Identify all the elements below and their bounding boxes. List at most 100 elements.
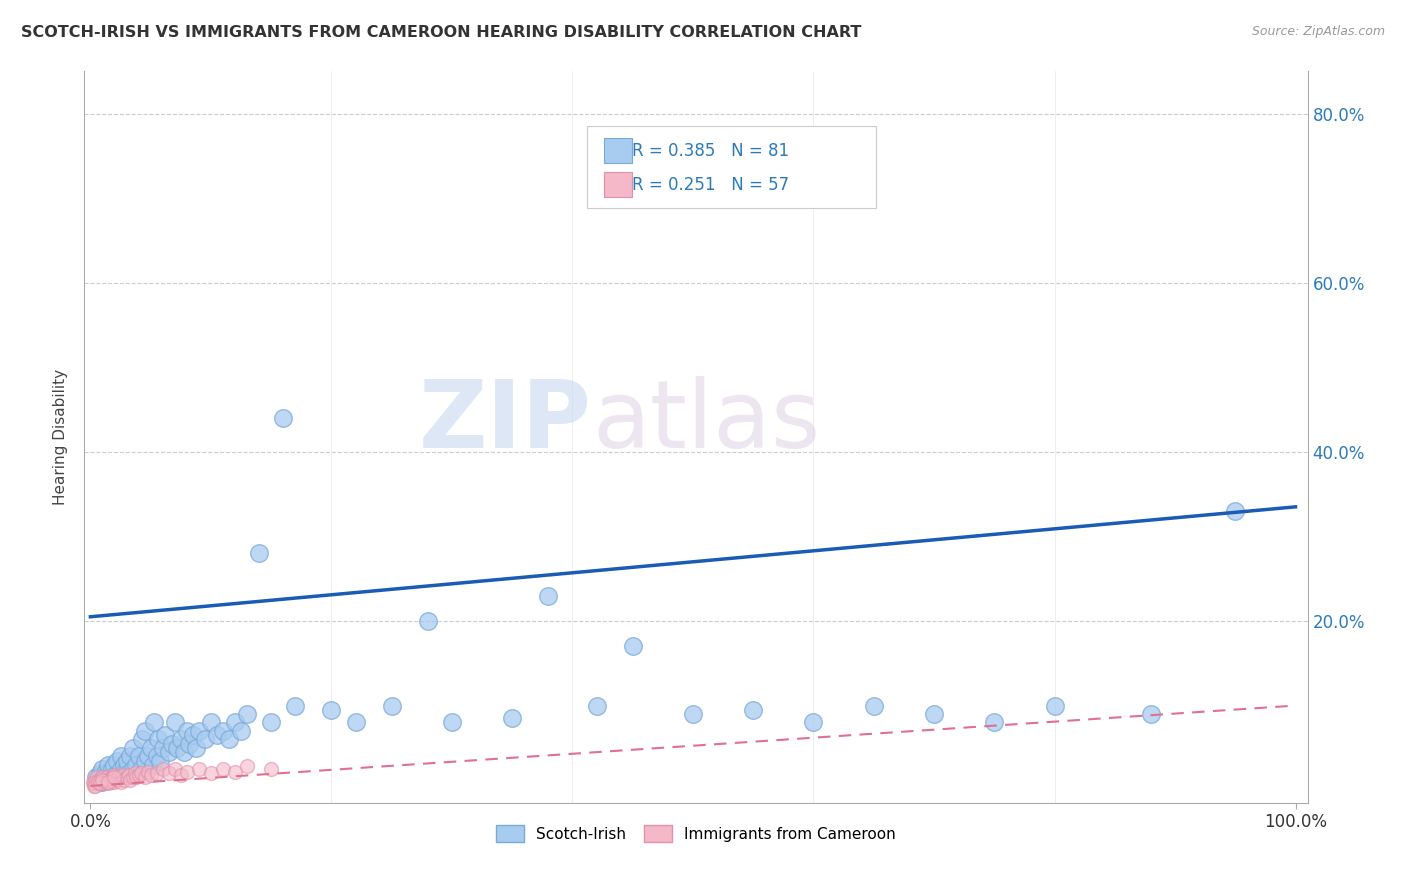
Point — [1043, 698, 1066, 713]
Point — [105, 754, 128, 768]
Point — [94, 771, 117, 785]
Text: ZIP: ZIP — [419, 376, 592, 468]
Point — [157, 766, 180, 780]
Point — [163, 762, 186, 776]
Point — [131, 732, 153, 747]
Point — [179, 737, 201, 751]
Point — [97, 776, 120, 790]
Point — [149, 754, 172, 768]
Point — [152, 740, 174, 755]
Point — [170, 732, 193, 747]
Point — [86, 771, 108, 785]
Point — [1225, 504, 1247, 518]
Point — [200, 766, 222, 780]
Point — [118, 768, 141, 782]
Point — [224, 764, 246, 779]
Point — [236, 759, 259, 773]
Point — [103, 771, 125, 785]
Y-axis label: Hearing Disability: Hearing Disability — [53, 369, 69, 505]
Point — [86, 774, 108, 789]
Point — [212, 762, 235, 776]
Point — [170, 768, 193, 782]
Point — [146, 732, 169, 747]
Point — [91, 762, 114, 776]
Text: R = 0.251   N = 57: R = 0.251 N = 57 — [633, 176, 789, 194]
Point — [91, 774, 114, 789]
Point — [105, 772, 128, 787]
Point — [100, 774, 122, 789]
Point — [94, 772, 117, 787]
Point — [284, 698, 307, 713]
Point — [152, 762, 174, 776]
Point — [142, 757, 165, 772]
Point — [143, 715, 166, 730]
Point — [537, 589, 560, 603]
Point — [84, 779, 107, 793]
Point — [115, 754, 138, 768]
Point — [86, 774, 108, 789]
Point — [803, 715, 825, 730]
Point — [103, 757, 125, 772]
Point — [271, 411, 294, 425]
Point — [118, 766, 141, 780]
Point — [97, 774, 120, 789]
Text: R = 0.385   N = 81: R = 0.385 N = 81 — [633, 142, 789, 160]
Point — [82, 774, 104, 789]
Point — [205, 728, 228, 742]
Point — [91, 771, 114, 785]
Point — [103, 772, 125, 787]
Point — [134, 771, 156, 785]
Point — [157, 745, 180, 759]
Point — [166, 740, 188, 755]
Point — [922, 706, 945, 721]
Text: atlas: atlas — [592, 376, 820, 468]
Point — [83, 776, 105, 790]
Point — [125, 757, 148, 772]
Point — [101, 762, 124, 776]
Point — [94, 774, 117, 789]
Point — [90, 776, 112, 790]
Point — [107, 771, 129, 785]
Point — [83, 779, 105, 793]
Point — [86, 774, 108, 789]
Point — [139, 768, 162, 782]
Point — [115, 771, 138, 785]
Point — [89, 776, 111, 790]
Point — [194, 732, 217, 747]
Point — [1140, 706, 1163, 721]
Point — [153, 728, 176, 742]
Point — [96, 771, 118, 785]
Point — [247, 546, 270, 560]
Point — [187, 762, 209, 776]
Point — [187, 723, 209, 738]
Point — [100, 771, 122, 785]
Point — [321, 703, 343, 717]
Point — [742, 703, 765, 717]
Point — [163, 715, 186, 730]
Point — [145, 766, 167, 780]
Point — [200, 715, 222, 730]
Point — [983, 715, 1005, 730]
Point — [125, 771, 148, 785]
Point — [97, 766, 120, 780]
Point — [84, 776, 107, 790]
Point — [87, 774, 110, 789]
Point — [105, 766, 128, 780]
Point — [94, 766, 117, 780]
Point — [176, 723, 198, 738]
Point — [128, 749, 150, 764]
Point — [120, 772, 142, 787]
Point — [344, 715, 367, 730]
Point — [128, 768, 150, 782]
Point — [89, 772, 111, 787]
Text: Source: ZipAtlas.com: Source: ZipAtlas.com — [1251, 25, 1385, 38]
Point — [134, 723, 156, 738]
Point — [585, 698, 607, 713]
Point — [103, 768, 125, 782]
Point — [224, 715, 246, 730]
Point — [103, 774, 125, 789]
Point — [86, 771, 108, 785]
Point — [91, 772, 114, 787]
Point — [173, 745, 195, 759]
Point — [136, 764, 159, 779]
